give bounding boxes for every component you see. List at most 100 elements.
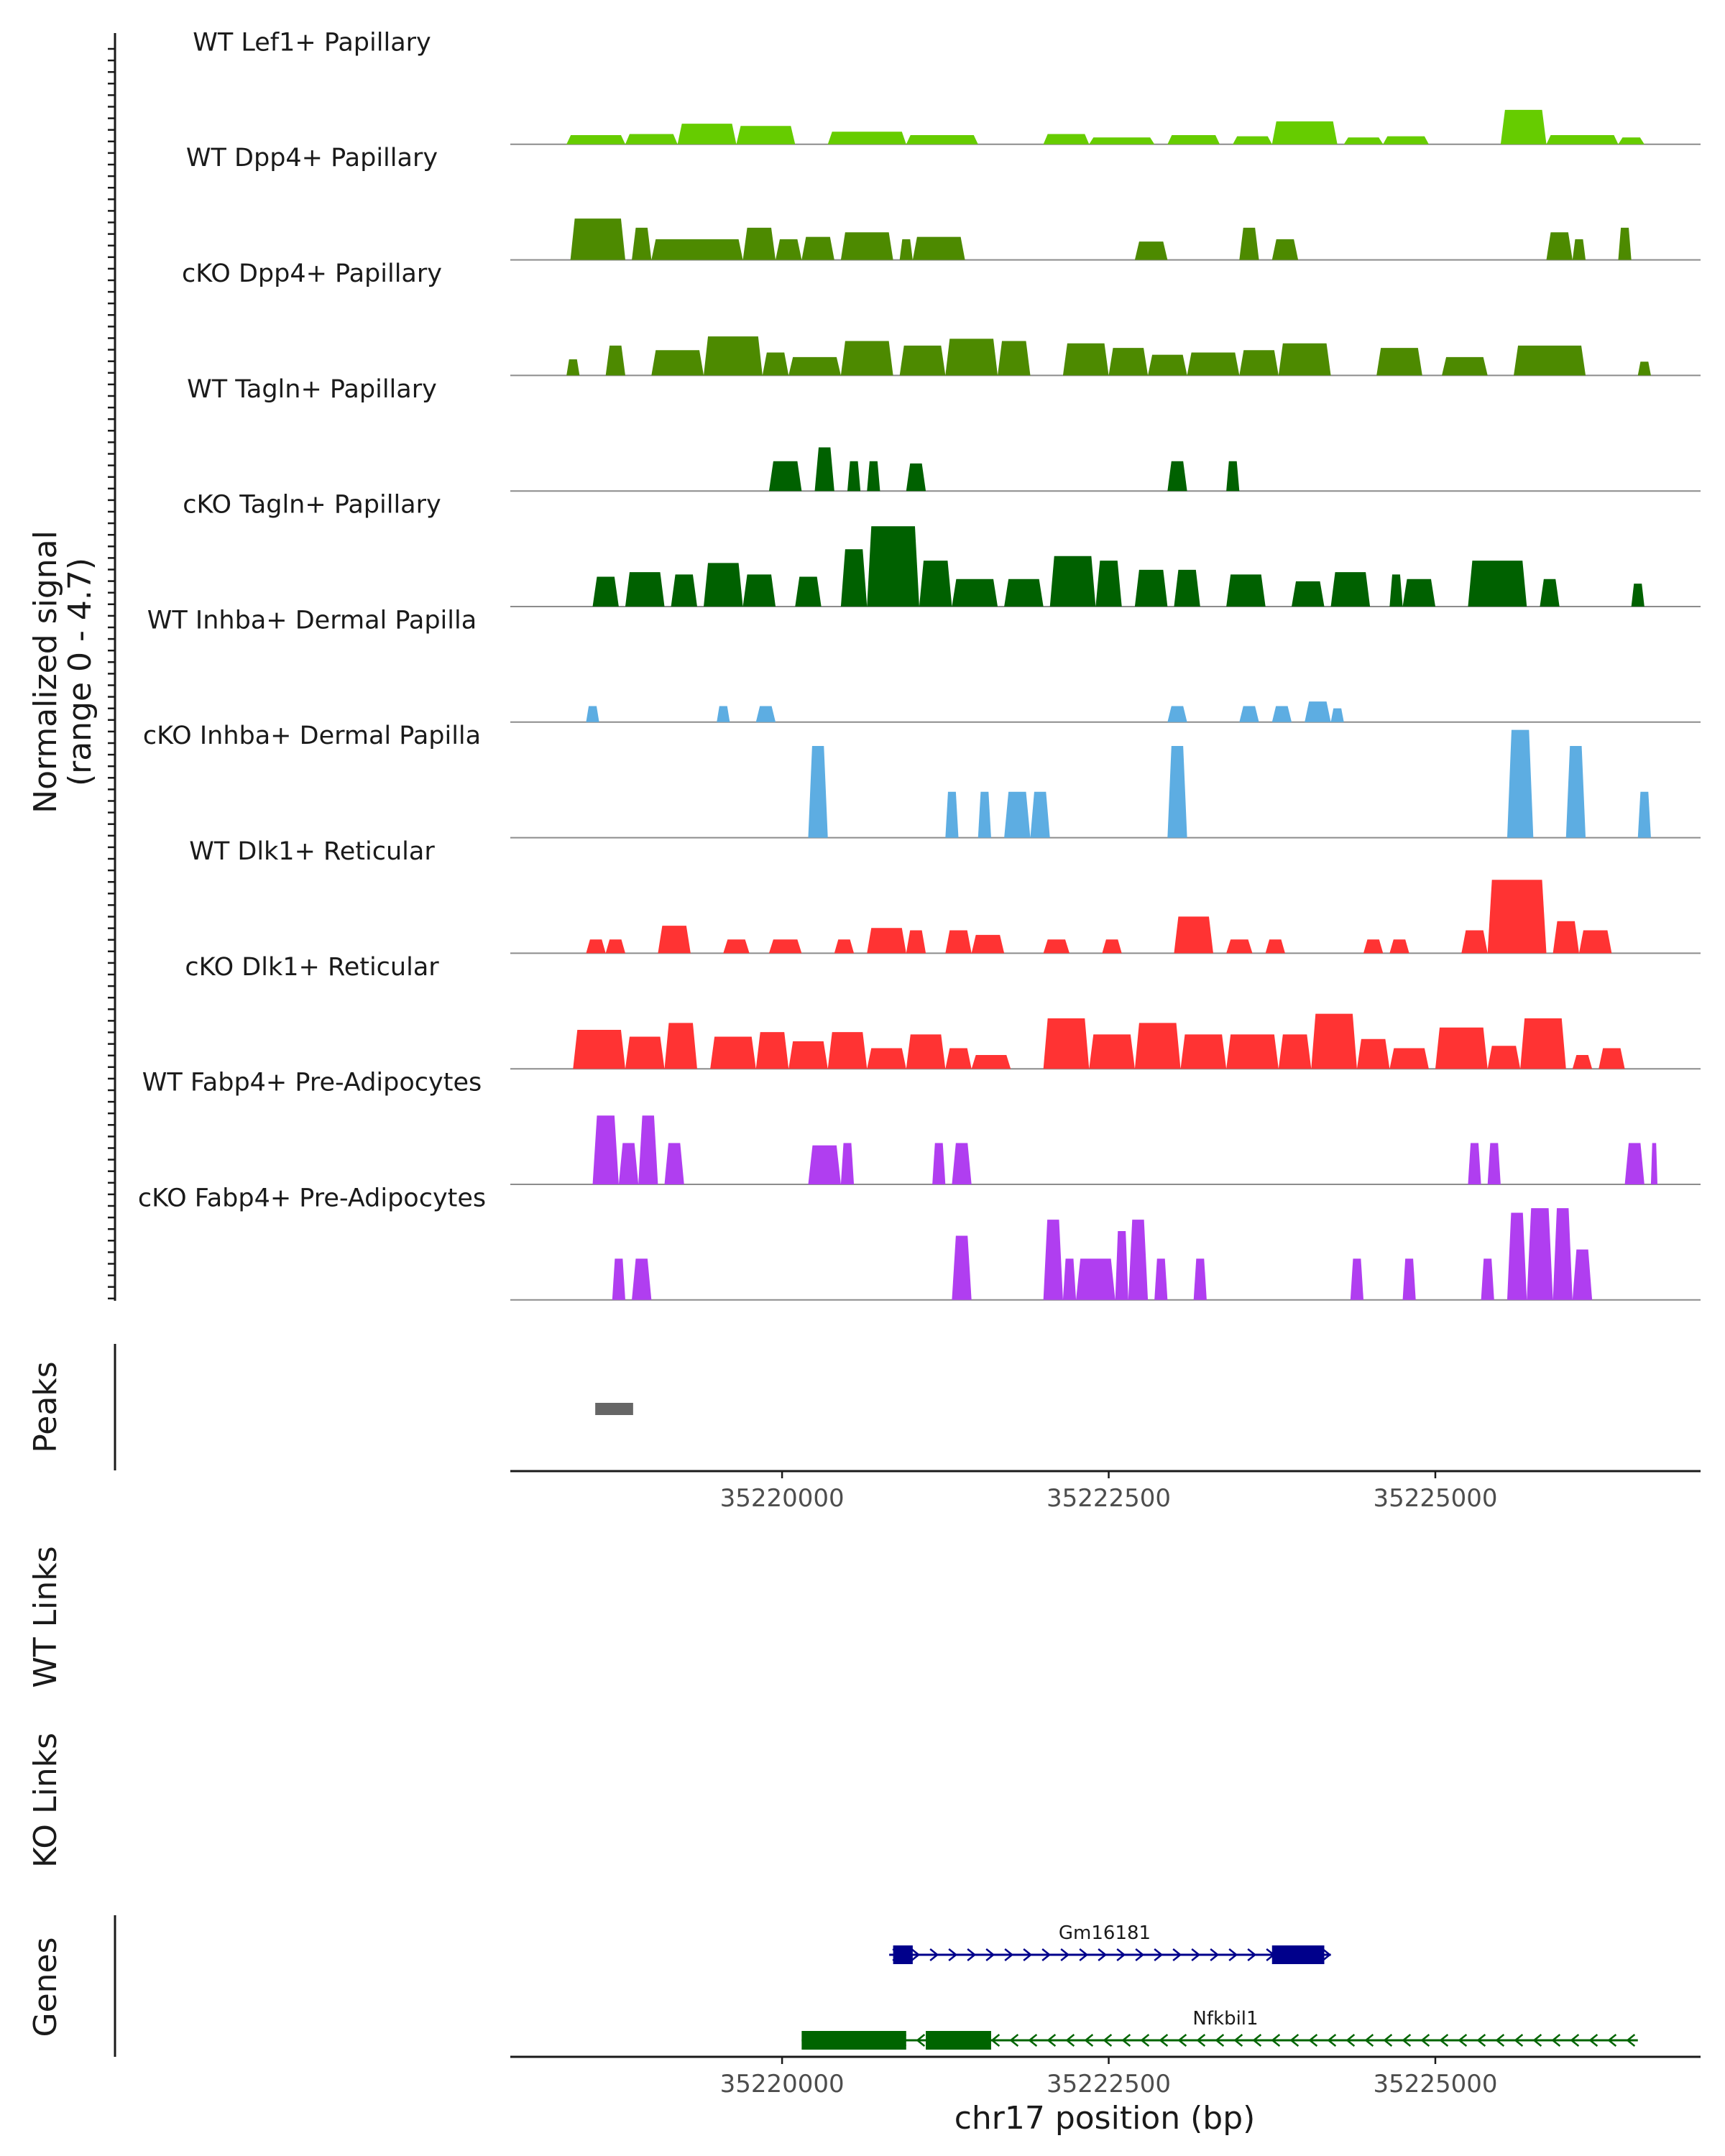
signal-peak — [1292, 581, 1325, 607]
signal-peak — [573, 1029, 625, 1069]
signal-peak — [1618, 227, 1632, 260]
signal-peak — [736, 126, 796, 144]
strand-arrow — [1098, 1948, 1108, 1961]
signal-peak — [1540, 579, 1560, 607]
signal-peak — [1004, 791, 1031, 838]
signal-peak — [1043, 939, 1070, 954]
signal-peak — [899, 239, 913, 260]
signal-peak — [592, 1115, 619, 1184]
strand-arrow — [1383, 2034, 1393, 2047]
strand-arrow — [1046, 2034, 1057, 2047]
signal-peak — [1468, 561, 1527, 607]
signal-peak — [1128, 1220, 1149, 1300]
signal-peak — [1167, 706, 1187, 722]
signal-peak — [704, 336, 763, 376]
signal-peak — [1167, 745, 1187, 838]
strand-arrow — [1172, 1948, 1182, 1961]
strand-arrow — [1140, 2034, 1150, 2047]
signal-peak — [1506, 729, 1534, 838]
track-10: WT Fabp4+ Pre-Adipocytes — [142, 1069, 1701, 1185]
signal-peak — [1383, 136, 1429, 144]
strand-arrow — [1289, 2034, 1300, 2047]
signal-peak — [919, 561, 952, 607]
strand-arrow — [1065, 2034, 1075, 2047]
signal-peak — [1271, 121, 1338, 144]
strand-arrow — [1626, 2034, 1636, 2047]
strand-arrow — [1327, 2034, 1337, 2047]
signal-peak — [1481, 1258, 1494, 1300]
x-tick-label: 35220000 — [720, 2070, 845, 2099]
signal-peak — [1187, 352, 1240, 376]
signal-peak — [1487, 1046, 1521, 1069]
signal-peak — [625, 572, 665, 607]
signal-peak — [1546, 232, 1573, 260]
signal-peak — [1049, 556, 1096, 607]
signal-peak — [677, 124, 737, 144]
peak-region — [595, 1403, 633, 1415]
strand-arrow — [1135, 1948, 1145, 1961]
signal-peak — [827, 1032, 868, 1069]
strand-arrow — [1514, 2034, 1524, 2047]
signal-peak — [592, 576, 619, 607]
signal-peak — [1311, 1013, 1357, 1069]
signal-peak — [1442, 356, 1488, 376]
signal-peak — [1506, 1212, 1527, 1300]
signal-peak — [664, 1143, 684, 1184]
peaks-panel-label: Peaks — [27, 1361, 64, 1452]
strand-arrow — [1551, 2034, 1561, 2047]
signal-peak — [605, 939, 625, 954]
strand-arrow — [1364, 2034, 1374, 2047]
gene-label: Nfkbil1 — [1192, 2008, 1258, 2030]
signal-peak — [1076, 1258, 1116, 1300]
strand-arrow — [1322, 1948, 1332, 1961]
strand-arrow — [1023, 1948, 1033, 1961]
signal-peak — [978, 791, 991, 838]
signal-peak — [768, 461, 802, 492]
signal-peak — [1578, 930, 1612, 954]
signal-peak — [1089, 137, 1155, 144]
track-11: cKO Fabp4+ Pre-Adipocytes — [138, 1184, 1701, 1301]
ko-links-panel-label: KO Links — [27, 1733, 64, 1868]
signal-peak — [1330, 708, 1344, 722]
signal-peak — [651, 350, 704, 376]
strand-arrow — [1439, 2034, 1449, 2047]
signal-peak — [1487, 1143, 1501, 1184]
x-tick-label: 35222500 — [1046, 2070, 1171, 2099]
signal-peak — [566, 359, 580, 376]
signal-peak — [1572, 239, 1586, 260]
signal-ylabel-line2: (range 0 - 4.7) — [62, 558, 98, 786]
signal-peak — [795, 576, 822, 607]
strand-arrow — [1191, 1948, 1201, 1961]
signal-peak — [808, 745, 828, 838]
signal-peak — [1239, 706, 1259, 722]
signal-peak — [1108, 348, 1149, 376]
x-tick-label: 35225000 — [1373, 2070, 1497, 2099]
signal-peak — [899, 345, 946, 376]
track-9: cKO Dlk1+ Reticular — [185, 953, 1701, 1070]
signal-peak — [932, 1143, 946, 1184]
track-label: WT Fabp4+ Pre-Adipocytes — [142, 1069, 482, 1097]
signal-peak — [605, 345, 625, 376]
signal-peak — [847, 461, 861, 492]
signal-tracks: WT Lef1+ Papillary WT Dpp4+ Papillary cKO … — [138, 28, 1701, 1301]
signal-peak — [834, 939, 855, 954]
signal-peak — [632, 227, 652, 260]
signal-peak — [1618, 137, 1644, 144]
signal-peak — [906, 1034, 946, 1069]
signal-peak — [612, 1258, 625, 1300]
gene-gm16181: Gm16181 — [889, 1922, 1332, 1964]
strand-arrow — [948, 1948, 958, 1961]
signal-peak — [570, 218, 625, 260]
track-5: cKO Tagln+ Papillary — [183, 491, 1701, 607]
strand-arrow — [985, 1948, 995, 1961]
signal-peak — [1514, 345, 1586, 376]
signal-peak — [912, 236, 965, 260]
signal-peak — [1167, 461, 1187, 492]
strand-arrow — [1159, 2034, 1169, 2047]
signal-peak — [1624, 1143, 1644, 1184]
strand-arrow — [1228, 1948, 1238, 1961]
signal-peak — [1043, 1220, 1063, 1300]
signal-peak — [971, 934, 1005, 954]
signal-ylabel-line1: Normalized signal — [27, 530, 64, 814]
